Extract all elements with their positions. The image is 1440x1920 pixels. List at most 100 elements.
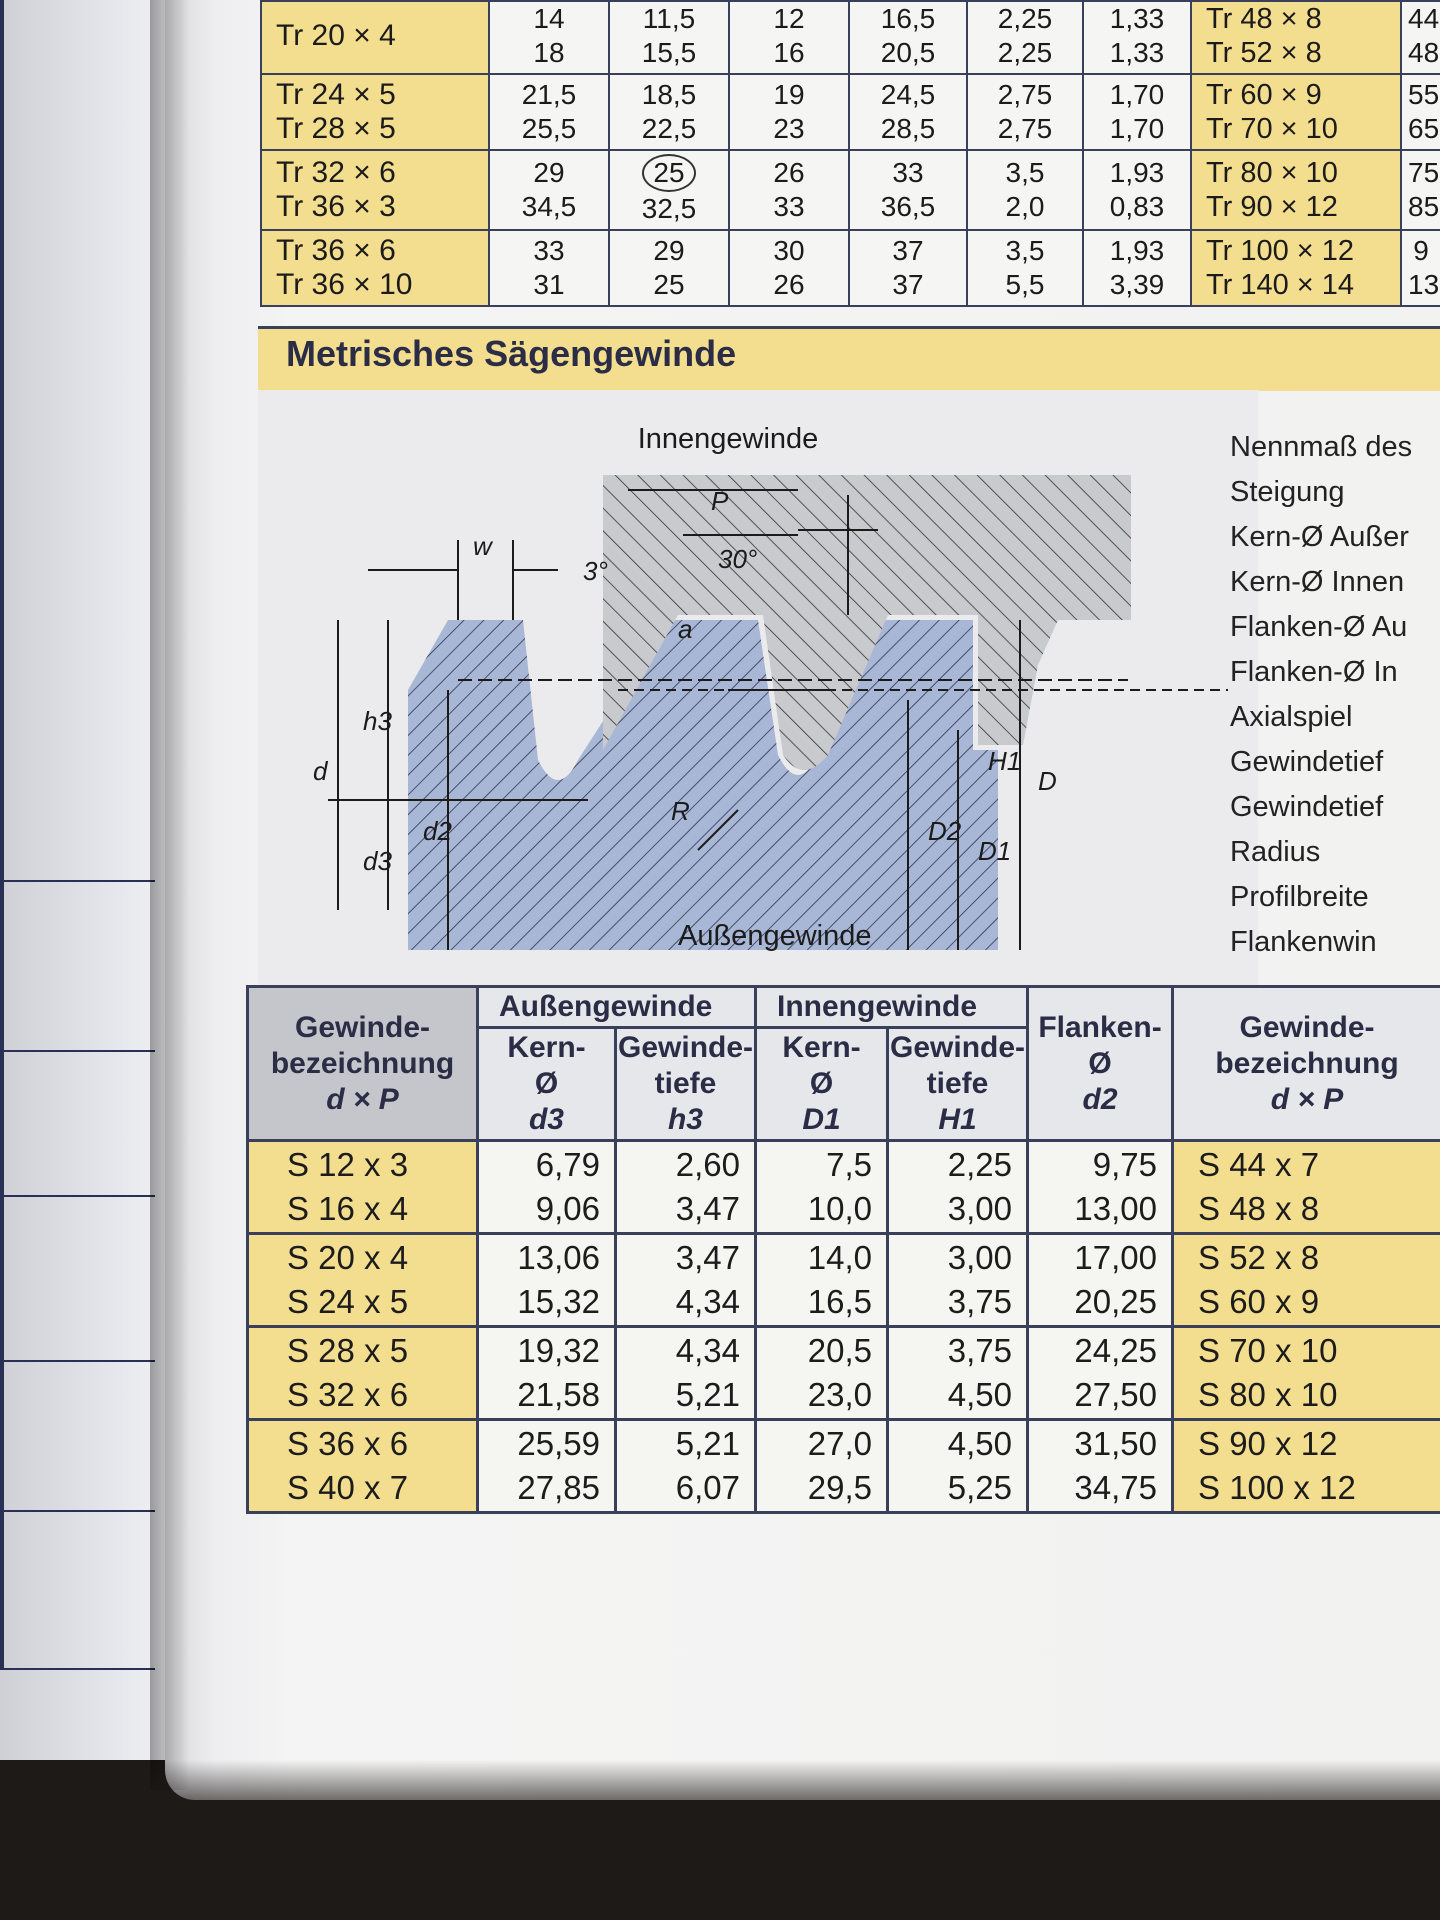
- cell-line: 2,25: [997, 3, 1053, 34]
- cell-line: 4,50: [947, 1425, 1013, 1462]
- cell-line: Tr 24 × 5: [276, 78, 396, 111]
- cell-line: Tr 60 × 9: [1206, 79, 1322, 111]
- trapezoid-cell-c2: 25 32,5: [608, 149, 730, 231]
- cell-line: S 80 x 10: [1198, 1376, 1338, 1413]
- cell-line: S 48 x 8: [1198, 1190, 1320, 1227]
- spine-shadow: [150, 0, 190, 1790]
- cell-line: 24,5: [880, 79, 936, 110]
- trapezoid-cell-c2: 18,5 22,5: [608, 73, 730, 151]
- buttress-cell-h3: 4,34 5,21: [614, 1325, 757, 1421]
- cell-line: 85: [1408, 191, 1440, 222]
- cell-line: Tr 36 × 10: [276, 268, 413, 301]
- label-d: d: [313, 756, 329, 786]
- cell-line: 29: [533, 157, 565, 188]
- buttress-cell-D1: 7,5 10,0: [754, 1139, 889, 1235]
- cell-line: 3,47: [675, 1190, 740, 1227]
- left-page-rule: [0, 1510, 155, 1512]
- cell-line: 1,33: [1109, 3, 1165, 34]
- trapezoid-cell-d1: Tr 32 × 6 Tr 36 × 3: [260, 149, 490, 231]
- cell-line: Tr 90 × 12: [1206, 191, 1338, 223]
- label-h3: h3: [363, 706, 392, 736]
- header-tiefe-outer-l3: h3: [667, 1103, 703, 1136]
- buttress-cell-des: S 12 x 3 S 16 x 4: [246, 1139, 479, 1235]
- cell-line: 28,5: [880, 113, 936, 144]
- cell-line: 2,60: [675, 1146, 740, 1183]
- cell-line: 44: [1408, 3, 1440, 34]
- cell-line: 15,32: [517, 1283, 600, 1320]
- cell-line: Tr 140 × 14: [1206, 269, 1355, 301]
- header-flanken-l2: Ø: [1088, 1046, 1112, 1080]
- cell-line: 25: [616, 154, 722, 192]
- trapezoid-thread-table: Tr 20 × 4 14 18 11,5 15,5 12 16 16,5 20,5 2,25 2,2…: [260, 0, 1440, 307]
- trapezoid-table-row: Tr 20 × 4 14 18 11,5 15,5 12 16 16,5 20,5 2,25 2,2…: [260, 0, 1440, 75]
- cell-line: Tr 52 × 8: [1206, 37, 1322, 69]
- label-D2: D2: [928, 816, 962, 846]
- cell-line: 7,5: [826, 1146, 872, 1183]
- cell-line: 5,21: [675, 1376, 740, 1413]
- buttress-cell-des2: S 52 x 8 S 60 x 9: [1171, 1232, 1440, 1328]
- buttress-cell-D1: 20,5 23,0: [754, 1325, 889, 1421]
- trapezoid-cell-d1: Tr 36 × 6 Tr 36 × 10: [260, 229, 490, 307]
- cell-line: 55: [1408, 79, 1440, 110]
- buttress-cell-h3: 5,21 6,07: [614, 1418, 757, 1514]
- header-designation-2: Gewinde- bezeichnung d × P: [1171, 985, 1440, 1142]
- trapezoid-cell-c5: 3,5 2,0: [966, 149, 1084, 231]
- cell-line: 29: [653, 235, 685, 266]
- label-D1: D1: [978, 836, 1011, 866]
- cell-line: S 12 x 3: [287, 1146, 409, 1183]
- cell-line: 33: [533, 235, 565, 266]
- buttress-cell-d2: 31,50 34,75: [1026, 1418, 1175, 1514]
- trapezoid-cell-d1: Tr 24 × 5 Tr 28 × 5: [260, 73, 490, 151]
- header-designation2-l3: d × P: [1270, 1082, 1344, 1116]
- buttress-cell-des2: S 70 x 10 S 80 x 10: [1171, 1325, 1440, 1421]
- cell-line: 16: [773, 37, 805, 68]
- cell-line: 27,85: [517, 1469, 600, 1506]
- cell-line: 2,0: [1005, 191, 1045, 222]
- cell-line: Tr 32 × 6: [276, 156, 396, 189]
- cell-line: S 52 x 8: [1198, 1239, 1320, 1276]
- header-kern-inner-l2: Ø: [809, 1067, 834, 1100]
- trapezoid-cell-c2: 11,5 15,5: [608, 0, 730, 75]
- cell-line: 20,5: [880, 37, 936, 68]
- legend-item: Nennmaß des: [1230, 431, 1413, 463]
- legend-list: Nennmaß des Steigung Kern-Ø Außer Kern-Ø In…: [1230, 425, 1412, 965]
- cell-line: 1,93: [1109, 157, 1165, 188]
- cell-line: 13,06: [517, 1239, 600, 1276]
- label-w: w: [473, 531, 494, 561]
- buttress-cell-H1: 3,75 4,50: [885, 1325, 1030, 1421]
- cell-line: 1,33: [1109, 37, 1165, 68]
- desk-background: [0, 1760, 1440, 1920]
- cell-line: 27,50: [1074, 1376, 1158, 1413]
- trapezoid-cell-c3: 19 23: [728, 73, 850, 151]
- cell-line: 26: [773, 157, 805, 188]
- buttress-table-row: S 12 x 3 S 16 x 4 6,79 9,06 2,60 3,47 7,5 10,0 2…: [246, 1139, 1440, 1235]
- header-flanken: Flanken- Ø d2: [1026, 985, 1175, 1142]
- label-d3: d3: [363, 846, 392, 876]
- cell-line: 37: [892, 235, 924, 266]
- trapezoid-cell-c5: 3,5 5,5: [966, 229, 1084, 307]
- header-group-outer: Außengewinde: [476, 985, 757, 1029]
- cell-line: 9,06: [535, 1190, 600, 1227]
- cell-line: S 60 x 9: [1198, 1283, 1320, 1320]
- legend-item: Radius: [1230, 836, 1321, 868]
- cell-line: 36,5: [880, 191, 936, 222]
- cell-line: 17,00: [1074, 1239, 1158, 1276]
- trapezoid-cell-c2: 29 25: [608, 229, 730, 307]
- cell-line: 3,00: [947, 1190, 1013, 1227]
- header-kern-outer-l2: Ø: [534, 1067, 559, 1100]
- cell-line: 1,70: [1109, 79, 1165, 110]
- cell-line: 10,0: [807, 1190, 872, 1227]
- buttress-table-row: S 20 x 4 S 24 x 5 13,06 15,32 3,47 4,34 14,0 16…: [246, 1232, 1440, 1328]
- trapezoid-cell-c1: 14 18: [488, 0, 610, 75]
- trapezoid-table-row: Tr 24 × 5 Tr 28 × 5 21,5 25,5 18,5 22,5 19 23 24…: [260, 73, 1440, 151]
- header-group-inner: Innengewinde: [753, 985, 1028, 1029]
- cell-line: 65: [1408, 113, 1440, 144]
- label-D: D: [1038, 766, 1057, 796]
- cell-line: 31,50: [1074, 1425, 1158, 1462]
- buttress-cell-d3: 25,59 27,85: [476, 1418, 617, 1514]
- buttress-cell-des2: S 44 x 7 S 48 x 8: [1171, 1139, 1440, 1235]
- cell-line: Tr 36 × 3: [276, 190, 396, 223]
- label-internal-thread: Innengewinde: [638, 423, 819, 455]
- header-tiefe-outer-l1: Gewinde-: [618, 1031, 754, 1064]
- trapezoid-cell-c6: 1,93 0,83: [1082, 149, 1192, 231]
